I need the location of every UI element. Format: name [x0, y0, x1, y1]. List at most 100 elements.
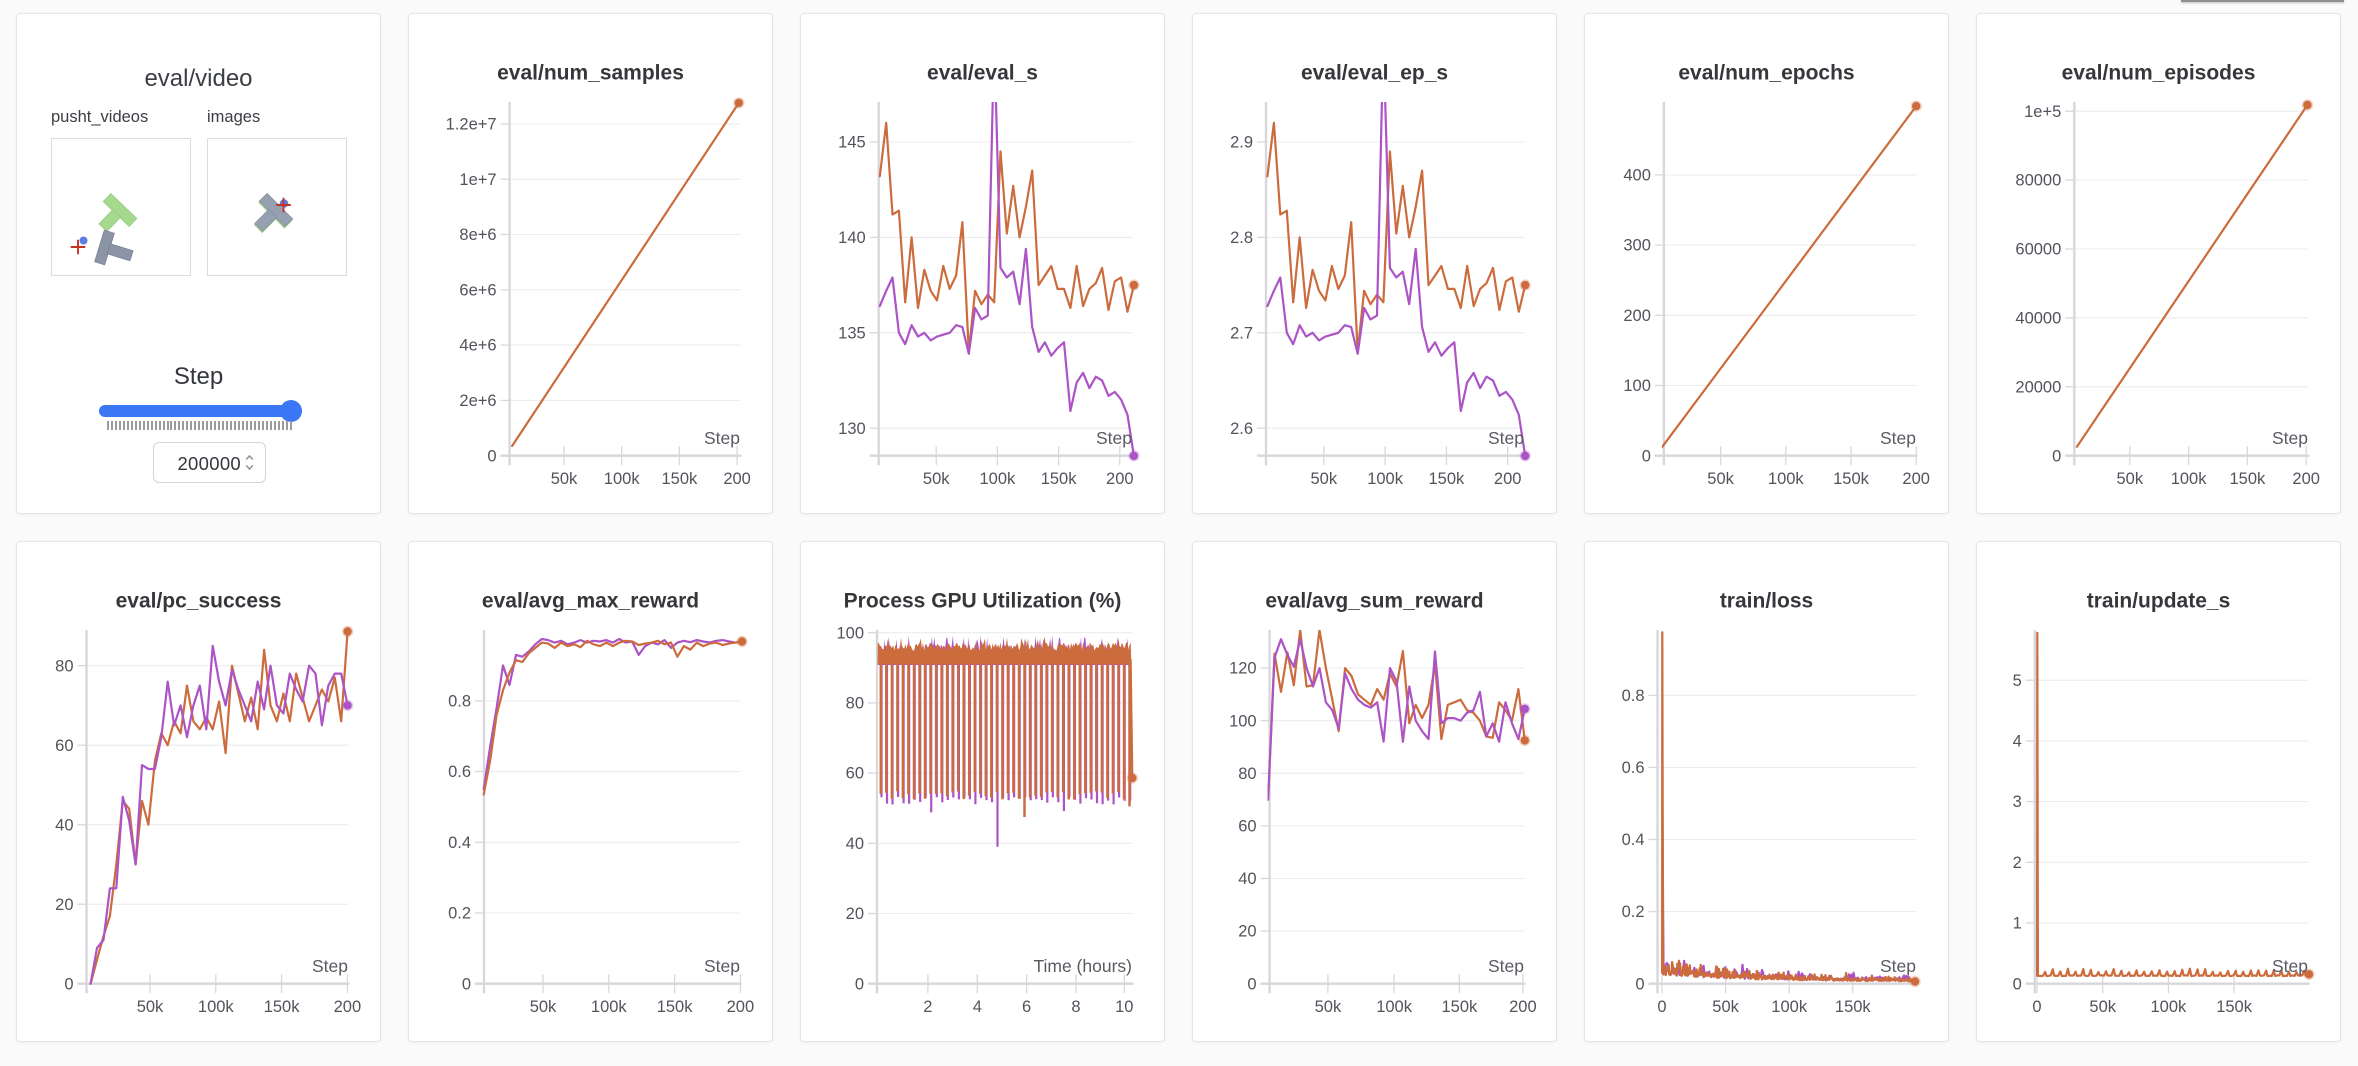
- svg-text:Step: Step: [1880, 428, 1916, 448]
- svg-text:100: 100: [1623, 377, 1651, 395]
- svg-text:150k: 150k: [1442, 998, 1479, 1016]
- svg-text:0.2: 0.2: [1622, 903, 1645, 921]
- svg-text:0.4: 0.4: [1622, 831, 1645, 849]
- svg-text:50k: 50k: [2116, 470, 2143, 488]
- svg-text:2e+6: 2e+6: [459, 392, 496, 410]
- svg-text:20: 20: [55, 896, 73, 914]
- svg-text:Process GPU Utilization (%): Process GPU Utilization (%): [844, 590, 1122, 613]
- svg-text:80000: 80000: [2015, 172, 2061, 190]
- svg-text:100: 100: [1229, 712, 1257, 730]
- svg-text:80: 80: [55, 657, 73, 675]
- svg-text:6e+6: 6e+6: [459, 281, 496, 299]
- svg-text:Step: Step: [704, 428, 740, 448]
- svg-text:150k: 150k: [2230, 470, 2267, 488]
- svg-text:80: 80: [1238, 765, 1256, 783]
- svg-text:Step: Step: [312, 956, 348, 976]
- svg-text:300: 300: [1623, 237, 1651, 255]
- svg-text:100k: 100k: [591, 998, 628, 1016]
- svg-text:0: 0: [2052, 447, 2061, 465]
- svg-text:40: 40: [1238, 870, 1256, 888]
- svg-text:400: 400: [1623, 167, 1651, 185]
- svg-text:80: 80: [846, 695, 864, 713]
- svg-text:200: 200: [1494, 470, 1522, 488]
- svg-text:0.8: 0.8: [448, 693, 471, 711]
- svg-text:Step: Step: [2272, 428, 2308, 448]
- svg-text:135: 135: [838, 324, 866, 342]
- svg-text:50k: 50k: [1712, 998, 1739, 1016]
- svg-text:Step: Step: [1096, 428, 1132, 448]
- svg-text:4: 4: [2013, 733, 2022, 751]
- svg-text:20: 20: [846, 905, 864, 923]
- svg-text:0: 0: [462, 975, 471, 993]
- svg-text:2.9: 2.9: [1230, 134, 1253, 152]
- svg-text:eval/eval_s: eval/eval_s: [927, 62, 1038, 85]
- svg-text:0.4: 0.4: [448, 834, 471, 852]
- svg-text:eval/avg_max_reward: eval/avg_max_reward: [482, 590, 699, 613]
- svg-text:150k: 150k: [1835, 998, 1872, 1016]
- svg-text:100k: 100k: [1771, 998, 1808, 1016]
- svg-text:145: 145: [838, 134, 866, 152]
- svg-text:150k: 150k: [662, 470, 699, 488]
- svg-text:8: 8: [1071, 998, 1080, 1016]
- svg-text:train/update_s: train/update_s: [2087, 590, 2231, 613]
- svg-text:50k: 50k: [1707, 470, 1734, 488]
- svg-text:eval/eval_ep_s: eval/eval_ep_s: [1301, 62, 1448, 85]
- svg-text:50k: 50k: [2089, 998, 2116, 1016]
- svg-text:60: 60: [55, 737, 73, 755]
- svg-text:50k: 50k: [530, 998, 557, 1016]
- svg-text:1e+7: 1e+7: [459, 171, 496, 189]
- svg-text:0: 0: [2032, 998, 2041, 1016]
- svg-text:60: 60: [1238, 818, 1256, 836]
- svg-text:100k: 100k: [604, 470, 641, 488]
- svg-text:2: 2: [923, 998, 932, 1016]
- svg-text:150k: 150k: [1041, 470, 1078, 488]
- svg-text:0.2: 0.2: [448, 905, 471, 923]
- svg-text:eval/avg_sum_reward: eval/avg_sum_reward: [1265, 590, 1483, 613]
- svg-text:Step: Step: [2272, 956, 2308, 976]
- svg-text:4: 4: [973, 998, 982, 1016]
- svg-text:2.7: 2.7: [1230, 324, 1253, 342]
- svg-text:200: 200: [1509, 998, 1537, 1016]
- svg-text:0: 0: [855, 975, 864, 993]
- svg-text:60000: 60000: [2015, 241, 2061, 259]
- svg-text:40: 40: [55, 816, 73, 834]
- svg-text:Step: Step: [704, 956, 740, 976]
- svg-text:100k: 100k: [1376, 998, 1413, 1016]
- svg-text:2.8: 2.8: [1230, 229, 1253, 247]
- svg-text:200: 200: [1106, 470, 1134, 488]
- svg-text:200: 200: [334, 998, 362, 1016]
- svg-text:8e+6: 8e+6: [459, 226, 496, 244]
- svg-text:140: 140: [838, 229, 866, 247]
- svg-text:4e+6: 4e+6: [459, 337, 496, 355]
- svg-text:2: 2: [2013, 854, 2022, 872]
- svg-text:1.2e+7: 1.2e+7: [446, 116, 497, 134]
- svg-text:eval/num_epochs: eval/num_epochs: [1678, 62, 1854, 85]
- svg-text:100k: 100k: [1367, 470, 1404, 488]
- svg-text:Step: Step: [1488, 956, 1524, 976]
- svg-text:130: 130: [838, 420, 866, 438]
- svg-text:1e+5: 1e+5: [2024, 103, 2061, 121]
- svg-text:100k: 100k: [980, 470, 1017, 488]
- svg-text:0: 0: [1247, 975, 1256, 993]
- svg-text:0: 0: [1657, 998, 1666, 1016]
- svg-text:eval/pc_success: eval/pc_success: [116, 590, 282, 613]
- svg-text:200: 200: [1623, 307, 1651, 325]
- svg-text:Step: Step: [1880, 956, 1916, 976]
- svg-text:train/loss: train/loss: [1720, 590, 1813, 613]
- svg-text:50k: 50k: [137, 998, 164, 1016]
- svg-text:200: 200: [2292, 470, 2320, 488]
- svg-text:20000: 20000: [2015, 378, 2061, 396]
- svg-text:0: 0: [1642, 447, 1651, 465]
- svg-text:150k: 150k: [1833, 470, 1870, 488]
- svg-text:100k: 100k: [1768, 470, 1805, 488]
- svg-text:100k: 100k: [2151, 998, 2188, 1016]
- svg-text:120: 120: [1229, 660, 1257, 678]
- svg-text:100k: 100k: [198, 998, 235, 1016]
- svg-text:0: 0: [64, 975, 73, 993]
- svg-text:60: 60: [846, 765, 864, 783]
- svg-text:eval/num_samples: eval/num_samples: [497, 62, 684, 85]
- svg-text:5: 5: [2013, 672, 2022, 690]
- svg-text:40: 40: [846, 835, 864, 853]
- svg-text:0.6: 0.6: [1622, 759, 1645, 777]
- svg-text:0.8: 0.8: [1622, 687, 1645, 705]
